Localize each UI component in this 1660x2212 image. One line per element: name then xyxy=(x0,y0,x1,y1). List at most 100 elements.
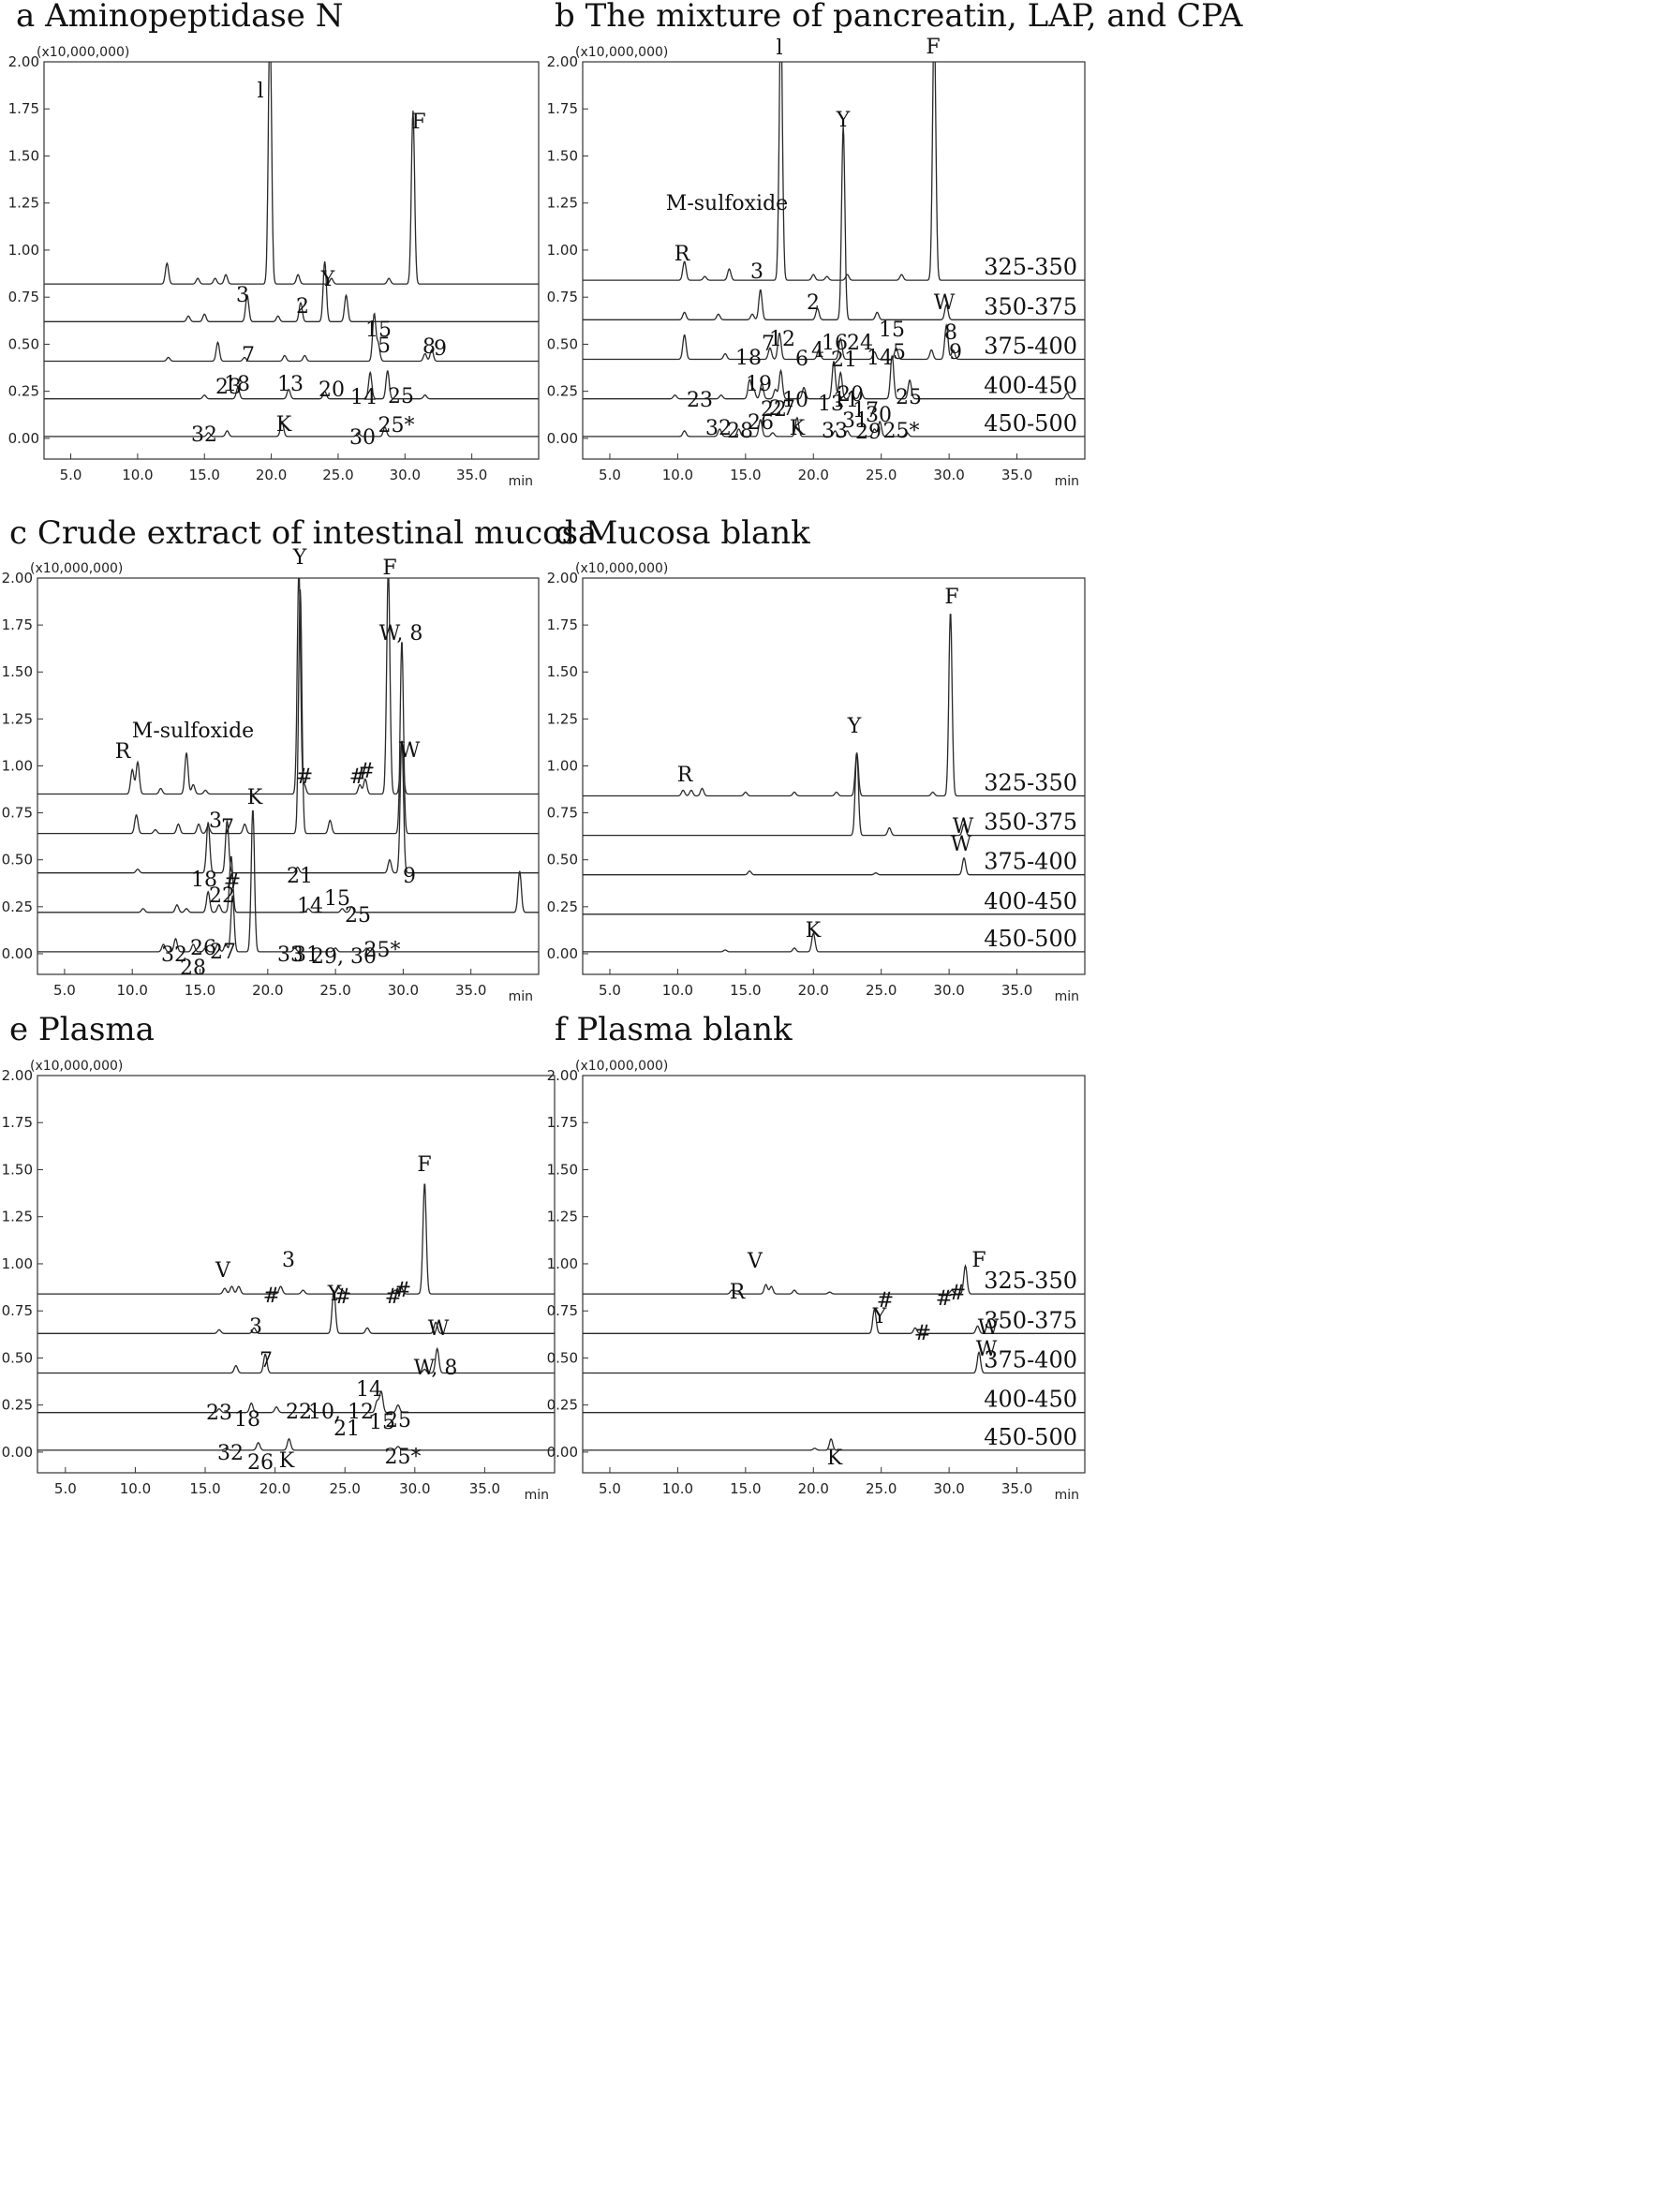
chromatogram-trace-3 xyxy=(583,1350,1085,1374)
peak-label: 10 xyxy=(782,389,808,412)
x-tick-label: 25.0 xyxy=(866,467,897,483)
excitation-range-label: 400-450 xyxy=(984,888,1077,914)
excitation-range-label: 450-500 xyxy=(984,410,1077,437)
trace-group xyxy=(583,1264,1085,1451)
y-tick-label: 1.25 xyxy=(547,710,578,727)
y-tick-label: 0.00 xyxy=(2,945,33,962)
peak-label: 7 xyxy=(762,333,775,356)
peak-label: V xyxy=(215,1259,231,1283)
x-tick-label: 20.0 xyxy=(798,982,829,999)
trace-group xyxy=(583,614,1085,953)
peak-label: M-sulfoxide xyxy=(132,720,254,743)
peak-label: l xyxy=(776,37,782,60)
chromatogram-trace-1 xyxy=(37,1183,555,1295)
peak-label: 32 xyxy=(217,1442,244,1465)
peak-label: Y xyxy=(320,268,335,291)
peak-point xyxy=(424,1182,425,1183)
excitation-range-label: 400-450 xyxy=(984,373,1077,399)
peak-label: 25* xyxy=(883,420,920,443)
y-tick-label: 0.50 xyxy=(547,335,578,352)
peak-label: M-sulfoxide xyxy=(666,192,788,215)
peak-label: 14 xyxy=(356,1378,382,1402)
y-tick-label: 1.50 xyxy=(2,1161,33,1178)
excitation-range-label: 325-350 xyxy=(984,1268,1077,1294)
panel-title: a Aminopeptidase N xyxy=(16,0,343,35)
chromatogram-trace-4 xyxy=(583,355,1085,400)
peak-label: R xyxy=(674,243,691,266)
peak-label: W, 8 xyxy=(414,1357,458,1380)
y-tick-label: 0.75 xyxy=(547,289,578,305)
x-tick-label: 30.0 xyxy=(399,1480,430,1497)
peak-label: K xyxy=(827,1447,843,1470)
peak-label: 25* xyxy=(385,1446,422,1469)
y-tick-label: 1.50 xyxy=(547,1161,578,1178)
peak-label: 23 xyxy=(215,376,242,399)
y-tick-label: 1.50 xyxy=(547,663,578,680)
chromatogram-trace-3 xyxy=(583,857,1085,876)
peak-label: 5 xyxy=(378,334,391,358)
y-multiplier-label: (x10,000,000) xyxy=(575,561,668,576)
y-tick-label: 1.75 xyxy=(547,616,578,633)
y-tick-label: 1.00 xyxy=(547,242,578,259)
peak-label: Y xyxy=(847,715,862,738)
peak-label: K xyxy=(247,786,263,809)
peak-label: 20 xyxy=(837,383,864,407)
peak-label: 7 xyxy=(242,344,255,367)
y-tick-label: 1.25 xyxy=(547,195,578,212)
trace-group xyxy=(37,578,539,953)
peak-label: 22 xyxy=(209,884,235,908)
y-tick-label: 2.00 xyxy=(2,1067,33,1084)
peak-label: 12 xyxy=(769,328,795,351)
peak-label: 22 xyxy=(761,398,787,422)
peak-label: 32 xyxy=(191,423,217,447)
y-tick-label: 2.00 xyxy=(2,570,33,586)
peak-label: 10, 12 xyxy=(308,1401,374,1424)
y-tick-label: 1.75 xyxy=(8,100,39,117)
chromatogram-trace-3 xyxy=(37,740,539,874)
peak-label: 31 xyxy=(842,409,868,433)
x-tick-label: 35.0 xyxy=(1001,467,1032,483)
x-tick-label: 5.0 xyxy=(599,1480,621,1497)
x-tick-label: 10.0 xyxy=(662,1480,693,1497)
peak-label: 30 xyxy=(349,426,376,450)
peak-label: F xyxy=(411,111,425,134)
excitation-range-label: 375-400 xyxy=(984,333,1077,359)
x-tick-label: 20.0 xyxy=(798,467,829,483)
y-tick-label: 0.00 xyxy=(2,1444,33,1461)
chromatogram-trace-5 xyxy=(37,1437,555,1451)
y-tick-label: 0.50 xyxy=(547,1349,578,1366)
x-tick-label: 5.0 xyxy=(599,982,621,999)
peak-label: 17 xyxy=(852,399,879,423)
peak-label: 32 xyxy=(705,417,732,440)
plot-frame xyxy=(582,577,1086,975)
x-unit-label: min xyxy=(525,1488,549,1503)
peak-label: 26 xyxy=(190,937,216,960)
y-tick-label: 0.00 xyxy=(547,945,578,962)
peak-label: 32 xyxy=(161,943,187,967)
x-unit-label: min xyxy=(1055,989,1079,1004)
peak-label: 14 xyxy=(867,347,893,370)
x-tick-label: 5.0 xyxy=(53,982,76,999)
x-tick-label: 15.0 xyxy=(189,1480,220,1497)
x-unit-label: min xyxy=(1055,1488,1079,1503)
x-tick-label: 35.0 xyxy=(469,1480,500,1497)
x-tick-label: 15.0 xyxy=(730,1480,761,1497)
y-tick-label: 0.25 xyxy=(547,383,578,400)
peak-label: 3 xyxy=(236,284,249,307)
peak-label: 22 xyxy=(286,1401,312,1424)
y-tick-label: 0.25 xyxy=(2,898,33,915)
peak-label: 8 xyxy=(422,335,436,359)
peak-label: 13 xyxy=(277,373,304,396)
chromatogram-trace-3 xyxy=(583,322,1085,361)
peak-label: 7 xyxy=(259,1349,273,1373)
y-tick-label: 0.75 xyxy=(547,1302,578,1319)
peak-label: R xyxy=(115,740,132,764)
chromatogram-trace-5 xyxy=(583,1438,1085,1451)
y-tick-label: 0.25 xyxy=(547,898,578,915)
y-tick-label: 0.50 xyxy=(2,1349,33,1366)
peak-label: 33 xyxy=(822,420,848,443)
peak-label: 18 xyxy=(224,373,250,396)
peak-label: 31 xyxy=(293,943,319,967)
y-tick-label: 0.00 xyxy=(8,430,39,447)
